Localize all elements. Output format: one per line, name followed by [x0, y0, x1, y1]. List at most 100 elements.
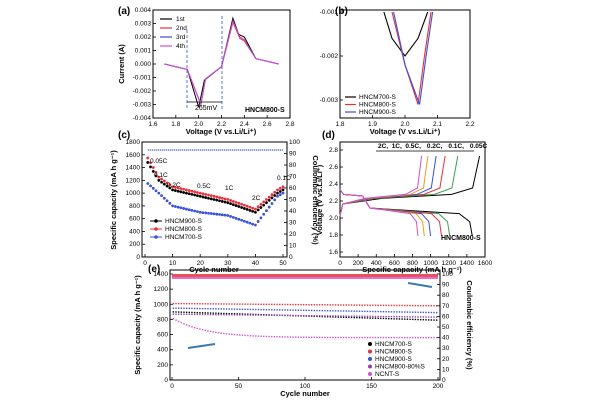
panel-e-point	[287, 309, 289, 311]
panel-e-point	[249, 335, 252, 337]
panel-a-xlabel: Voltage (V vs.Li/Li⁺)	[186, 127, 257, 136]
panel-e-point	[324, 304, 326, 306]
panel-e-point	[239, 313, 241, 315]
panel-c-point	[173, 185, 177, 189]
panel-e-point	[199, 307, 201, 310]
panel-c-point	[149, 161, 152, 165]
panel-e-point	[297, 314, 300, 317]
panel-e-point	[422, 319, 425, 321]
panel-e-point	[265, 335, 268, 338]
panel-e-point	[185, 302, 188, 305]
panel-e-point	[417, 304, 419, 307]
panel-e-legend-marker	[368, 372, 372, 376]
panel-e-point	[404, 318, 406, 320]
panel-c-point	[157, 178, 161, 182]
panel-c-point	[204, 192, 208, 196]
panel-c-point	[245, 204, 249, 208]
panel-a-x-tick-label: 2.4	[240, 121, 249, 128]
panel-d-x-tick-label: 800	[407, 260, 418, 267]
panel-e-point	[305, 336, 308, 338]
panel-e-point	[422, 304, 425, 307]
panel-e-point	[223, 314, 225, 316]
panel-e-point	[204, 307, 206, 310]
panel-a-y-tick-label: 0.002	[135, 34, 152, 41]
panel-e-point	[425, 319, 427, 321]
panel-c-legend-marker	[154, 235, 158, 239]
panel-e-point	[305, 303, 308, 306]
panel-d-label: (d)	[322, 130, 335, 141]
panel-e-point	[361, 317, 363, 319]
panel-e-point	[305, 309, 308, 312]
panel-e-point	[284, 309, 286, 311]
panel-e-point	[345, 316, 347, 319]
panel-e-point	[292, 336, 294, 338]
panel-e-point	[263, 303, 265, 306]
panel-e-point	[326, 304, 329, 306]
panel-e-point	[390, 318, 393, 320]
panel-e-y2-tick-label: 100	[442, 271, 453, 278]
panel-e-point	[398, 311, 401, 313]
panel-e-point	[180, 313, 183, 315]
panel-e-point	[417, 311, 419, 313]
panel-c-point	[149, 165, 152, 169]
panel-e-point	[231, 333, 233, 336]
panel-e-legend: HNCM700-SHNCM800-SHNCM900-SHNCM800-80%SN…	[368, 341, 426, 378]
panel-e-point	[199, 303, 201, 305]
panel-b-y-tick-label: -0.002	[320, 53, 339, 60]
panel-e-point	[196, 311, 198, 314]
panel-e-point	[188, 311, 190, 314]
panel-a-legend-label: 4th	[176, 43, 185, 50]
panel-e-y2-tick-label: 20	[442, 356, 450, 363]
panel-c-point	[265, 209, 268, 213]
panel-e-point	[284, 314, 286, 317]
panel-e-point	[191, 302, 193, 305]
panel-e-point	[183, 302, 185, 305]
panel-c-point	[273, 194, 277, 197]
panel-e-point	[193, 303, 196, 305]
panel-e-point	[268, 303, 270, 306]
panel-e-point	[263, 308, 265, 311]
panel-e-point	[390, 336, 393, 339]
panel-e-point	[329, 336, 331, 339]
panel-e-y-tick-label: 800	[157, 316, 168, 323]
panel-e-point	[172, 313, 175, 315]
panel-e-point	[369, 317, 371, 319]
panel-e-point	[417, 318, 419, 321]
panel-e-point	[326, 310, 329, 312]
panel-c-point	[190, 189, 194, 193]
panel-d-charge-curve	[339, 155, 481, 217]
panel-c-point	[278, 186, 282, 190]
panel-e-point	[287, 314, 289, 317]
panel-c-point	[251, 209, 255, 213]
panel-e-point	[188, 302, 190, 305]
panel-c-y-tick-label: 1000	[126, 190, 141, 197]
panel-e-y-tick-label: 1000	[154, 301, 169, 308]
panel-e-point	[404, 304, 406, 307]
panel-e-point	[358, 304, 361, 306]
panel-e-point	[361, 315, 363, 317]
panel-e-point	[297, 303, 300, 306]
panel-c-point	[196, 191, 199, 194]
panel-e-point	[263, 314, 265, 316]
panel-e-point	[204, 329, 206, 332]
panel-c-y-tick-label: 1400	[126, 165, 141, 172]
panel-e-point	[409, 311, 411, 313]
panel-e-point	[220, 332, 222, 334]
panel-c-point	[215, 212, 219, 216]
panel-e-point	[342, 336, 345, 339]
panel-b-y-tick-label: -0.003	[320, 97, 339, 104]
panel-e-point	[340, 316, 342, 318]
panel-e-point	[435, 319, 438, 321]
panel-e-point	[332, 304, 334, 306]
panel-e-point	[337, 304, 339, 306]
panel-e-point	[239, 314, 241, 316]
panel-e-point	[356, 315, 358, 317]
panel-e-y2-tick-label: 80	[442, 292, 450, 299]
panel-e-point	[271, 314, 273, 316]
panel-e-point	[231, 303, 233, 305]
panel-e-point	[412, 318, 414, 321]
panel-d-x-tick-label: 1000	[423, 260, 438, 267]
panel-e-point	[334, 310, 337, 312]
panel-e-point	[420, 304, 422, 307]
panel-e-point	[377, 336, 379, 339]
